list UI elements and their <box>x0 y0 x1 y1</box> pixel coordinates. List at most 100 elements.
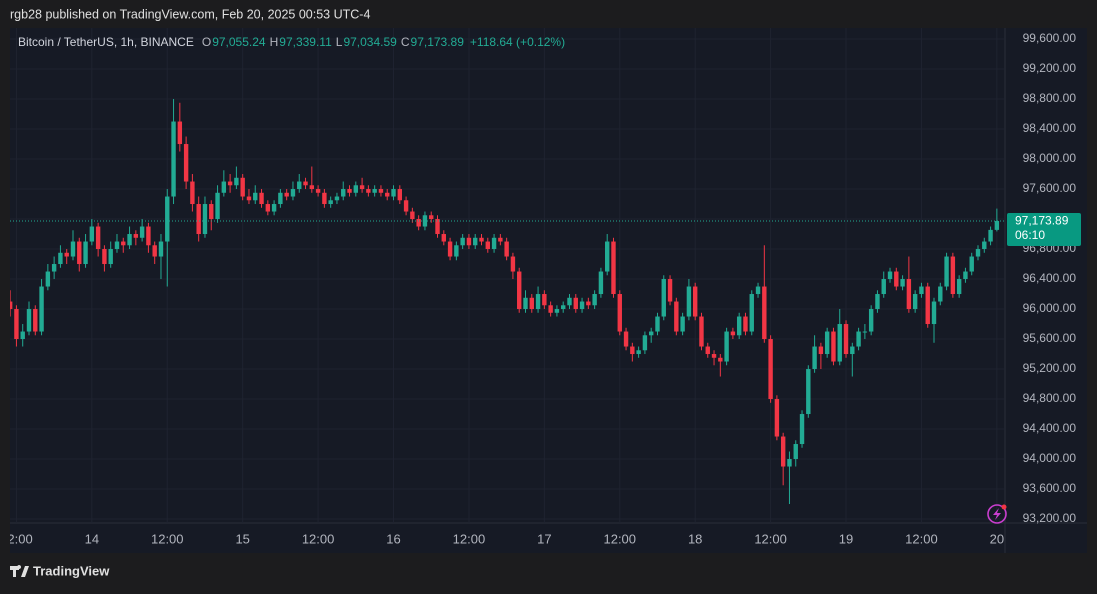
candle-body <box>334 196 340 201</box>
candle-body <box>133 234 139 238</box>
candle-body <box>868 309 874 332</box>
candle-body <box>894 271 899 287</box>
candle-body <box>611 241 616 295</box>
x-tick-label: 12:00 <box>905 531 938 546</box>
candle-body <box>102 249 107 265</box>
candle-body <box>234 177 239 186</box>
candle-body <box>171 121 176 197</box>
candle-body <box>862 331 868 333</box>
candle-body <box>561 305 566 310</box>
x-tick-label: 14 <box>85 531 99 546</box>
candle-body <box>359 185 365 190</box>
candle-body <box>196 204 201 235</box>
ohlc-value: 97,055.24 <box>212 35 266 49</box>
candle-body <box>630 346 635 355</box>
candle-body <box>215 192 220 220</box>
attribution: rgb28 published on TradingView.com, Feb … <box>10 7 370 21</box>
candle-body <box>121 241 126 246</box>
x-tick-label: 18 <box>688 531 702 546</box>
candle-body <box>944 256 949 287</box>
brand-logo <box>10 565 29 577</box>
candle-body <box>14 309 19 340</box>
alert-icon[interactable] <box>987 504 1007 524</box>
candle-body <box>956 279 962 295</box>
candle-body <box>253 192 258 201</box>
x-tick-label: 12:00 <box>302 531 335 546</box>
candle-body <box>774 399 780 437</box>
y-tick-label: 98,400.00 <box>1023 121 1077 135</box>
candle-body <box>963 271 968 280</box>
candle-body <box>661 279 666 317</box>
candle-body <box>592 294 597 306</box>
candle-body <box>931 301 937 325</box>
candle-body <box>77 241 82 265</box>
candle-body <box>692 286 698 317</box>
candle-body <box>403 200 409 212</box>
candle-body <box>950 256 956 295</box>
x-tick-label: 12:00 <box>603 531 636 546</box>
candle-body <box>787 459 792 467</box>
y-tick-label: 99,600.00 <box>1023 31 1077 45</box>
candle-body <box>20 331 25 340</box>
candle-body <box>856 331 861 347</box>
candle-body <box>240 177 245 197</box>
candle-body <box>586 301 591 306</box>
candle-body <box>39 286 44 332</box>
candle-body <box>26 309 32 332</box>
y-tick-label: 94,400.00 <box>1023 421 1077 435</box>
candle-body <box>542 294 547 306</box>
candle-body <box>479 237 484 242</box>
candle-body <box>768 339 773 400</box>
candle-body <box>523 297 528 310</box>
candle-body <box>265 204 271 212</box>
candle-body <box>529 297 534 310</box>
candle-body <box>938 286 943 302</box>
candle-body <box>284 192 289 197</box>
candle-body <box>146 226 151 246</box>
candle-body <box>485 241 490 250</box>
candle-body <box>259 192 264 205</box>
legend-header: Bitcoin / TetherUS, 1h, BINANCE O97,055.2… <box>18 35 565 49</box>
candle-body <box>165 196 170 242</box>
candle-body <box>183 144 189 182</box>
candle-body <box>573 297 578 310</box>
ohlc-value: 97,034.59 <box>343 35 397 49</box>
candle-body <box>158 241 164 257</box>
candle-body <box>617 294 622 332</box>
x-tick-label: 12:00 <box>151 531 184 546</box>
candle-body <box>736 316 742 336</box>
candle-body <box>114 241 120 250</box>
candle-body <box>366 189 371 193</box>
candle-body <box>127 234 132 246</box>
candle-body <box>724 331 729 362</box>
y-tick-label: 96,400.00 <box>1023 271 1077 285</box>
candle-body <box>454 245 459 257</box>
change: +118.64 (+0.12%) <box>470 35 565 49</box>
candle-body <box>322 192 327 205</box>
y-tick-label: 93,600.00 <box>1023 481 1077 495</box>
candle-body <box>982 241 987 250</box>
candle-body <box>686 286 692 317</box>
x-tick-label: 20 <box>990 531 1004 546</box>
candle-body <box>347 189 352 193</box>
y-tick-label: 96,000.00 <box>1023 301 1077 315</box>
candle-body <box>812 346 817 370</box>
ohlc-key: L <box>336 35 343 49</box>
candle-body <box>510 256 516 272</box>
candle-body <box>441 234 446 242</box>
candle-body <box>139 226 145 238</box>
candle-body <box>473 237 478 246</box>
countdown: 06:10 <box>1015 228 1045 242</box>
candle-body <box>328 200 333 205</box>
x-tick-label: 15 <box>235 531 249 546</box>
candle-body <box>548 305 553 313</box>
candle-body <box>152 245 157 257</box>
candle-body <box>655 316 660 332</box>
candle-body <box>579 301 585 310</box>
axes: 93,200.00 93,600.00 94,000.00 94,400.00 94,8… <box>10 31 1081 546</box>
candle-body <box>912 294 918 310</box>
candle-body <box>919 286 924 295</box>
candle-body <box>705 346 710 355</box>
candle-body <box>718 357 723 362</box>
